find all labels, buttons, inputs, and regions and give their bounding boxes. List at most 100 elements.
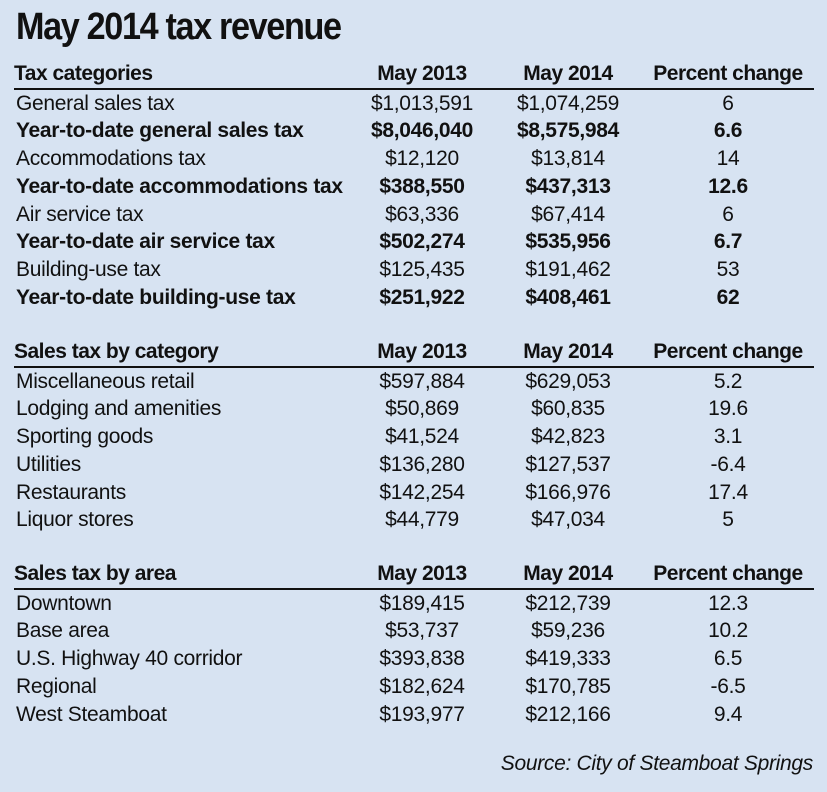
cell-may-2013: $44,779 — [385, 508, 459, 532]
cell-percent-change: 19.6 — [708, 397, 748, 421]
cell-label: Utilities — [16, 452, 81, 476]
cell-may-2013: $142,254 — [379, 480, 465, 504]
cell-label: Lodging and amenities — [16, 397, 222, 421]
cell-label: Liquor stores — [16, 508, 134, 532]
cell-label: Sporting goods — [16, 425, 154, 449]
cell-may-2013: $502,274 — [379, 230, 465, 254]
cell-may-2014: $419,333 — [525, 647, 611, 671]
cell-may-2014: $191,462 — [525, 257, 611, 281]
cell-may-2014: $629,053 — [525, 369, 611, 393]
column-header-may-2014: May 2014 — [494, 338, 642, 368]
cell-percent-change: 5.2 — [713, 369, 743, 393]
cell-percent-change: 6.7 — [713, 230, 743, 254]
cell-label: Air service tax — [16, 202, 144, 226]
cell-label: Downtown — [16, 591, 112, 615]
table-row: Liquor stores $44,779 $47,034 5 — [14, 506, 814, 534]
cell-percent-change: 6.5 — [713, 647, 743, 671]
column-header-label: Tax categories — [14, 60, 350, 90]
cell-percent-change: 17.4 — [708, 480, 748, 504]
chart-title: May 2014 tax revenue — [16, 6, 342, 48]
cell-may-2013: $189,415 — [379, 591, 465, 615]
cell-label: Year-to-date air service tax — [16, 230, 275, 254]
column-header-may-2014: May 2014 — [494, 560, 642, 590]
cell-label: Building-use tax — [16, 257, 161, 281]
table-row: General sales tax $1,013,591 $1,074,259 6 — [14, 89, 814, 118]
cell-may-2013: $182,624 — [379, 674, 465, 698]
table-row: Building-use tax $125,435 $191,462 53 — [14, 256, 814, 284]
cell-may-2013: $125,435 — [379, 257, 465, 281]
table-row: Regional $182,624 $170,785 -6.5 — [14, 673, 814, 701]
cell-may-2013: $388,550 — [379, 174, 465, 198]
cell-percent-change: -6.5 — [710, 674, 746, 698]
cell-may-2013: $393,838 — [379, 647, 465, 671]
table-row: Miscellaneous retail $597,884 $629,053 5.2 — [14, 367, 814, 396]
table-row: Utilities $136,280 $127,537 -6.4 — [14, 451, 814, 479]
cell-percent-change: 14 — [716, 147, 740, 171]
cell-percent-change: 62 — [716, 285, 740, 309]
cell-may-2013: $597,884 — [379, 369, 465, 393]
cell-may-2014: $13,814 — [531, 147, 605, 171]
table-row: Downtown $189,415 $212,739 12.3 — [14, 589, 814, 618]
sales-tax-by-area-table: Sales tax by area May 2013 May 2014 Percent… — [14, 560, 814, 728]
cell-may-2014: $170,785 — [525, 674, 611, 698]
cell-label: Base area — [16, 619, 110, 643]
column-header-percent-change: Percent change — [642, 560, 814, 590]
column-header-percent-change: Percent change — [642, 338, 814, 368]
cell-may-2014: $8,575,984 — [516, 119, 620, 143]
cell-percent-change: 5 — [722, 508, 734, 532]
source-note: Source: City of Steamboat Springs — [500, 752, 814, 775]
cell-may-2014: $212,739 — [525, 591, 611, 615]
cell-may-2013: $41,524 — [385, 425, 459, 449]
table-row: Sporting goods $41,524 $42,823 3.1 — [14, 423, 814, 451]
cell-may-2014: $127,537 — [525, 452, 611, 476]
column-header-percent-change: Percent change — [642, 60, 814, 90]
cell-label: West Steamboat — [16, 702, 167, 726]
cell-may-2014: $47,034 — [531, 508, 605, 532]
cell-percent-change: 10.2 — [708, 619, 748, 643]
table-row: U.S. Highway 40 corridor $393,838 $419,333… — [14, 645, 814, 673]
cell-percent-change: 6 — [722, 202, 734, 226]
table-row: Air service tax $63,336 $67,414 6 — [14, 201, 814, 229]
cell-may-2013: $251,922 — [379, 285, 465, 309]
table-header-row: Sales tax by category May 2013 May 2014 Per… — [14, 338, 814, 368]
cell-label: Year-to-date general sales tax — [16, 119, 304, 143]
cell-may-2014: $166,976 — [525, 480, 611, 504]
cell-label: Year-to-date building-use tax — [16, 285, 296, 309]
table-row: Lodging and amenities $50,869 $60,835 19.6 — [14, 395, 814, 423]
cell-label: Restaurants — [16, 480, 126, 504]
cell-may-2013: $12,120 — [385, 147, 459, 171]
cell-percent-change: 9.4 — [713, 702, 743, 726]
cell-percent-change: 3.1 — [713, 425, 743, 449]
cell-percent-change: 12.3 — [708, 591, 748, 615]
table-row: Base area $53,737 $59,236 10.2 — [14, 617, 814, 645]
column-header-label: Sales tax by category — [14, 338, 350, 368]
cell-may-2014: $408,461 — [525, 285, 611, 309]
cell-label: General sales tax — [16, 91, 175, 115]
cell-percent-change: 6.6 — [713, 119, 743, 143]
cell-may-2014: $437,313 — [525, 174, 611, 198]
cell-label: Miscellaneous retail — [16, 369, 195, 393]
column-header-may-2013: May 2013 — [350, 560, 494, 590]
cell-may-2013: $63,336 — [385, 202, 459, 226]
cell-label: Accommodations tax — [16, 147, 206, 171]
cell-may-2013: $8,046,040 — [370, 119, 474, 143]
table-row: Accommodations tax $12,120 $13,814 14 — [14, 145, 814, 173]
cell-label: Year-to-date accommodations tax — [16, 174, 343, 198]
table-row: Year-to-date building-use tax $251,922 $40… — [14, 284, 814, 312]
cell-may-2013: $193,977 — [379, 702, 465, 726]
cell-may-2014: $60,835 — [531, 397, 605, 421]
cell-may-2013: $136,280 — [379, 452, 465, 476]
cell-percent-change: 12.6 — [708, 174, 748, 198]
table-row: Restaurants $142,254 $166,976 17.4 — [14, 479, 814, 507]
cell-may-2013: $1,013,591 — [370, 91, 474, 115]
cell-may-2013: $50,869 — [385, 397, 459, 421]
table-row: Year-to-date general sales tax $8,046,040… — [14, 117, 814, 145]
column-header-label: Sales tax by area — [14, 560, 350, 590]
table-header-row: Tax categories May 2013 May 2014 Percent ch… — [14, 60, 814, 90]
cell-may-2014: $59,236 — [531, 619, 605, 643]
cell-may-2013: $53,737 — [385, 619, 459, 643]
cell-may-2014: $535,956 — [525, 230, 611, 254]
cell-may-2014: $42,823 — [531, 425, 605, 449]
cell-percent-change: 53 — [716, 257, 740, 281]
